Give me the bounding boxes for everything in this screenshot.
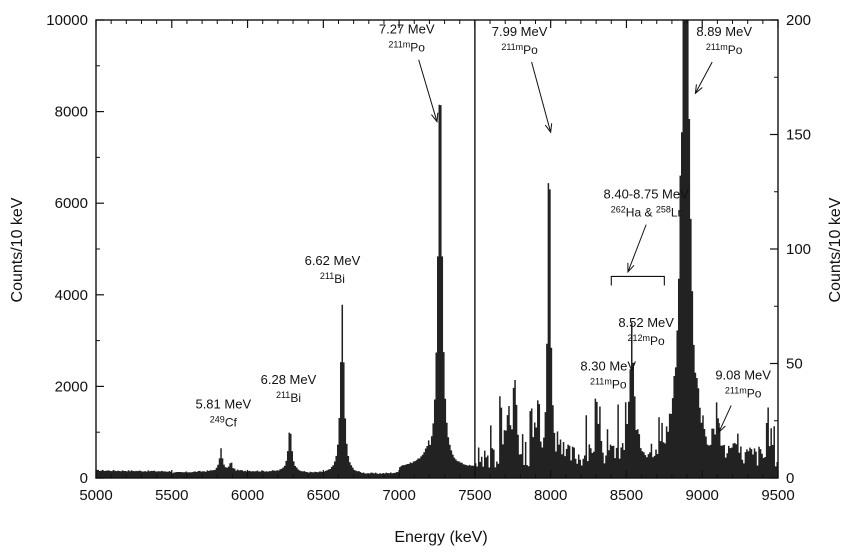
x-tick-label-6: 8000: [534, 487, 567, 504]
histogram-bars: [96, 20, 778, 479]
x-tick-label-5: 7500: [458, 487, 491, 504]
right-y-tick-label-4: 200: [786, 12, 811, 29]
x-tick-label-4: 7000: [382, 487, 415, 504]
peak-annotation-6: 8.40-8.75 MeV 262Ha & 258Lr: [604, 187, 690, 286]
right-y-tick-label-1: 50: [786, 356, 803, 373]
left-y-tick-label-4: 8000: [55, 104, 88, 121]
x-tick-label-2: 6000: [231, 487, 264, 504]
energy-range-bracket: [610, 275, 665, 286]
peak-annotation-2: 6.62 MeV 211Bi: [305, 253, 361, 286]
peak-energy-label: 8.30 MeV: [580, 358, 636, 373]
x-tick-label-9: 9500: [761, 487, 794, 504]
annotation-arrowhead: [431, 112, 439, 123]
left-y-tick-label-1: 2000: [55, 378, 88, 395]
x-tick-label-7: 8500: [610, 487, 643, 504]
left-y-tick-label-2: 4000: [55, 287, 88, 304]
right-y-tick-label-3: 150: [786, 127, 811, 144]
annotation-arrow: [694, 61, 713, 94]
peak-energy-label: 6.28 MeV: [261, 372, 317, 387]
peak-annotation-5: 8.89 MeV 211mPo: [694, 24, 752, 95]
peak-isotope-label: 211mPo: [725, 386, 762, 401]
peak-energy-label: 8.40-8.75 MeV: [604, 187, 690, 202]
annotation-arrow: [718, 405, 732, 433]
peak-annotation-7: 8.52 MeV 212mPo: [618, 315, 674, 348]
peak-annotation-9: 9.08 MeV 211mPo: [715, 368, 771, 434]
peak-isotope-label: 212mPo: [628, 333, 666, 348]
right-y-tick-label-0: 0: [786, 470, 794, 487]
peak-isotope-label: 211mPo: [590, 376, 627, 391]
peak-isotope-label: 211Bi: [276, 390, 301, 405]
peak-isotope-label: 262Ha & 258Lr: [611, 205, 682, 220]
x-tick-label-1: 5500: [155, 487, 188, 504]
annotation-arrowhead: [627, 262, 635, 274]
left-y-tick-label-5: 10000: [46, 12, 88, 29]
x-tick-label-3: 6500: [307, 487, 340, 504]
right-y-axis-title: Counts/10 keV: [827, 197, 844, 302]
left-y-tick-label-3: 6000: [55, 195, 88, 212]
peak-energy-label: 5.81 MeV: [195, 396, 251, 411]
axis-ticks: 5000 5500 6000 6500 7000 7500 8000 8500 9000 9500…: [46, 12, 811, 504]
annotation-arrow: [627, 224, 647, 273]
peak-energy-label: 9.08 MeV: [715, 368, 771, 383]
peak-energy-label: 7.27 MeV: [379, 22, 435, 37]
peak-energy-label: 8.89 MeV: [696, 24, 752, 39]
right-y-tick-label-2: 100: [786, 241, 811, 258]
peak-annotation-1: 6.28 MeV 211Bi: [261, 372, 317, 405]
x-axis-title: Energy (keV): [394, 529, 487, 546]
peak-energy-label: 8.52 MeV: [618, 315, 674, 330]
annotation-arrowhead: [694, 84, 703, 95]
peak-annotation-8: 8.30 MeV 211mPo: [580, 358, 636, 391]
peak-isotope-label: 211mPo: [706, 42, 743, 57]
x-tick-label-8: 9000: [686, 487, 719, 504]
left-y-tick-label-0: 0: [80, 470, 88, 487]
peak-isotope-label: 211Bi: [320, 271, 345, 286]
x-tick-label-0: 5000: [79, 487, 112, 504]
histogram-right-panel: [474, 20, 778, 478]
peak-energy-label: 6.62 MeV: [305, 253, 361, 268]
left-y-axis-title: Counts/10 keV: [9, 197, 26, 302]
peak-energy-label: 7.99 MeV: [492, 24, 548, 39]
annotation-arrow: [418, 59, 438, 122]
peak-annotation-4: 7.99 MeV 211mPo: [492, 24, 553, 134]
peak-annotation-0: 5.81 MeV 249Cf: [195, 396, 251, 429]
annotation-arrowhead: [718, 423, 726, 434]
peak-isotope-label: 249Cf: [210, 414, 238, 429]
annotation-arrow: [531, 61, 552, 133]
peak-isotope-label: 211mPo: [388, 40, 425, 55]
annotation-arrowhead: [544, 123, 553, 134]
peak-annotation-3: 7.27 MeV 211mPo: [379, 22, 439, 123]
peak-annotations: 5.81 MeV 249Cf 6.28 MeV 211Bi 6.62 MeV 211Bi 7…: [195, 22, 771, 434]
histogram-left-panel: [96, 104, 475, 479]
peak-isotope-label: 211mPo: [501, 42, 538, 57]
